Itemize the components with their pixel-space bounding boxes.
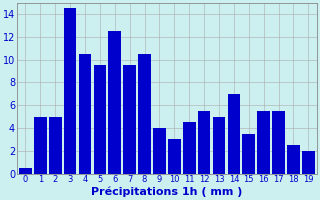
Bar bbox=[108, 31, 121, 174]
Bar bbox=[93, 65, 106, 174]
Bar bbox=[213, 117, 225, 174]
Bar bbox=[34, 117, 47, 174]
Bar bbox=[79, 54, 91, 174]
Bar bbox=[243, 134, 255, 174]
Bar bbox=[138, 54, 151, 174]
Bar bbox=[257, 111, 270, 174]
Bar bbox=[64, 8, 76, 174]
X-axis label: Précipitations 1h ( mm ): Précipitations 1h ( mm ) bbox=[91, 187, 243, 197]
Bar bbox=[287, 145, 300, 174]
Bar bbox=[49, 117, 61, 174]
Bar bbox=[123, 65, 136, 174]
Bar bbox=[228, 94, 240, 174]
Bar bbox=[168, 139, 181, 174]
Bar bbox=[302, 151, 315, 174]
Bar bbox=[198, 111, 211, 174]
Bar bbox=[19, 168, 32, 174]
Bar bbox=[153, 128, 166, 174]
Bar bbox=[183, 122, 196, 174]
Bar bbox=[272, 111, 285, 174]
